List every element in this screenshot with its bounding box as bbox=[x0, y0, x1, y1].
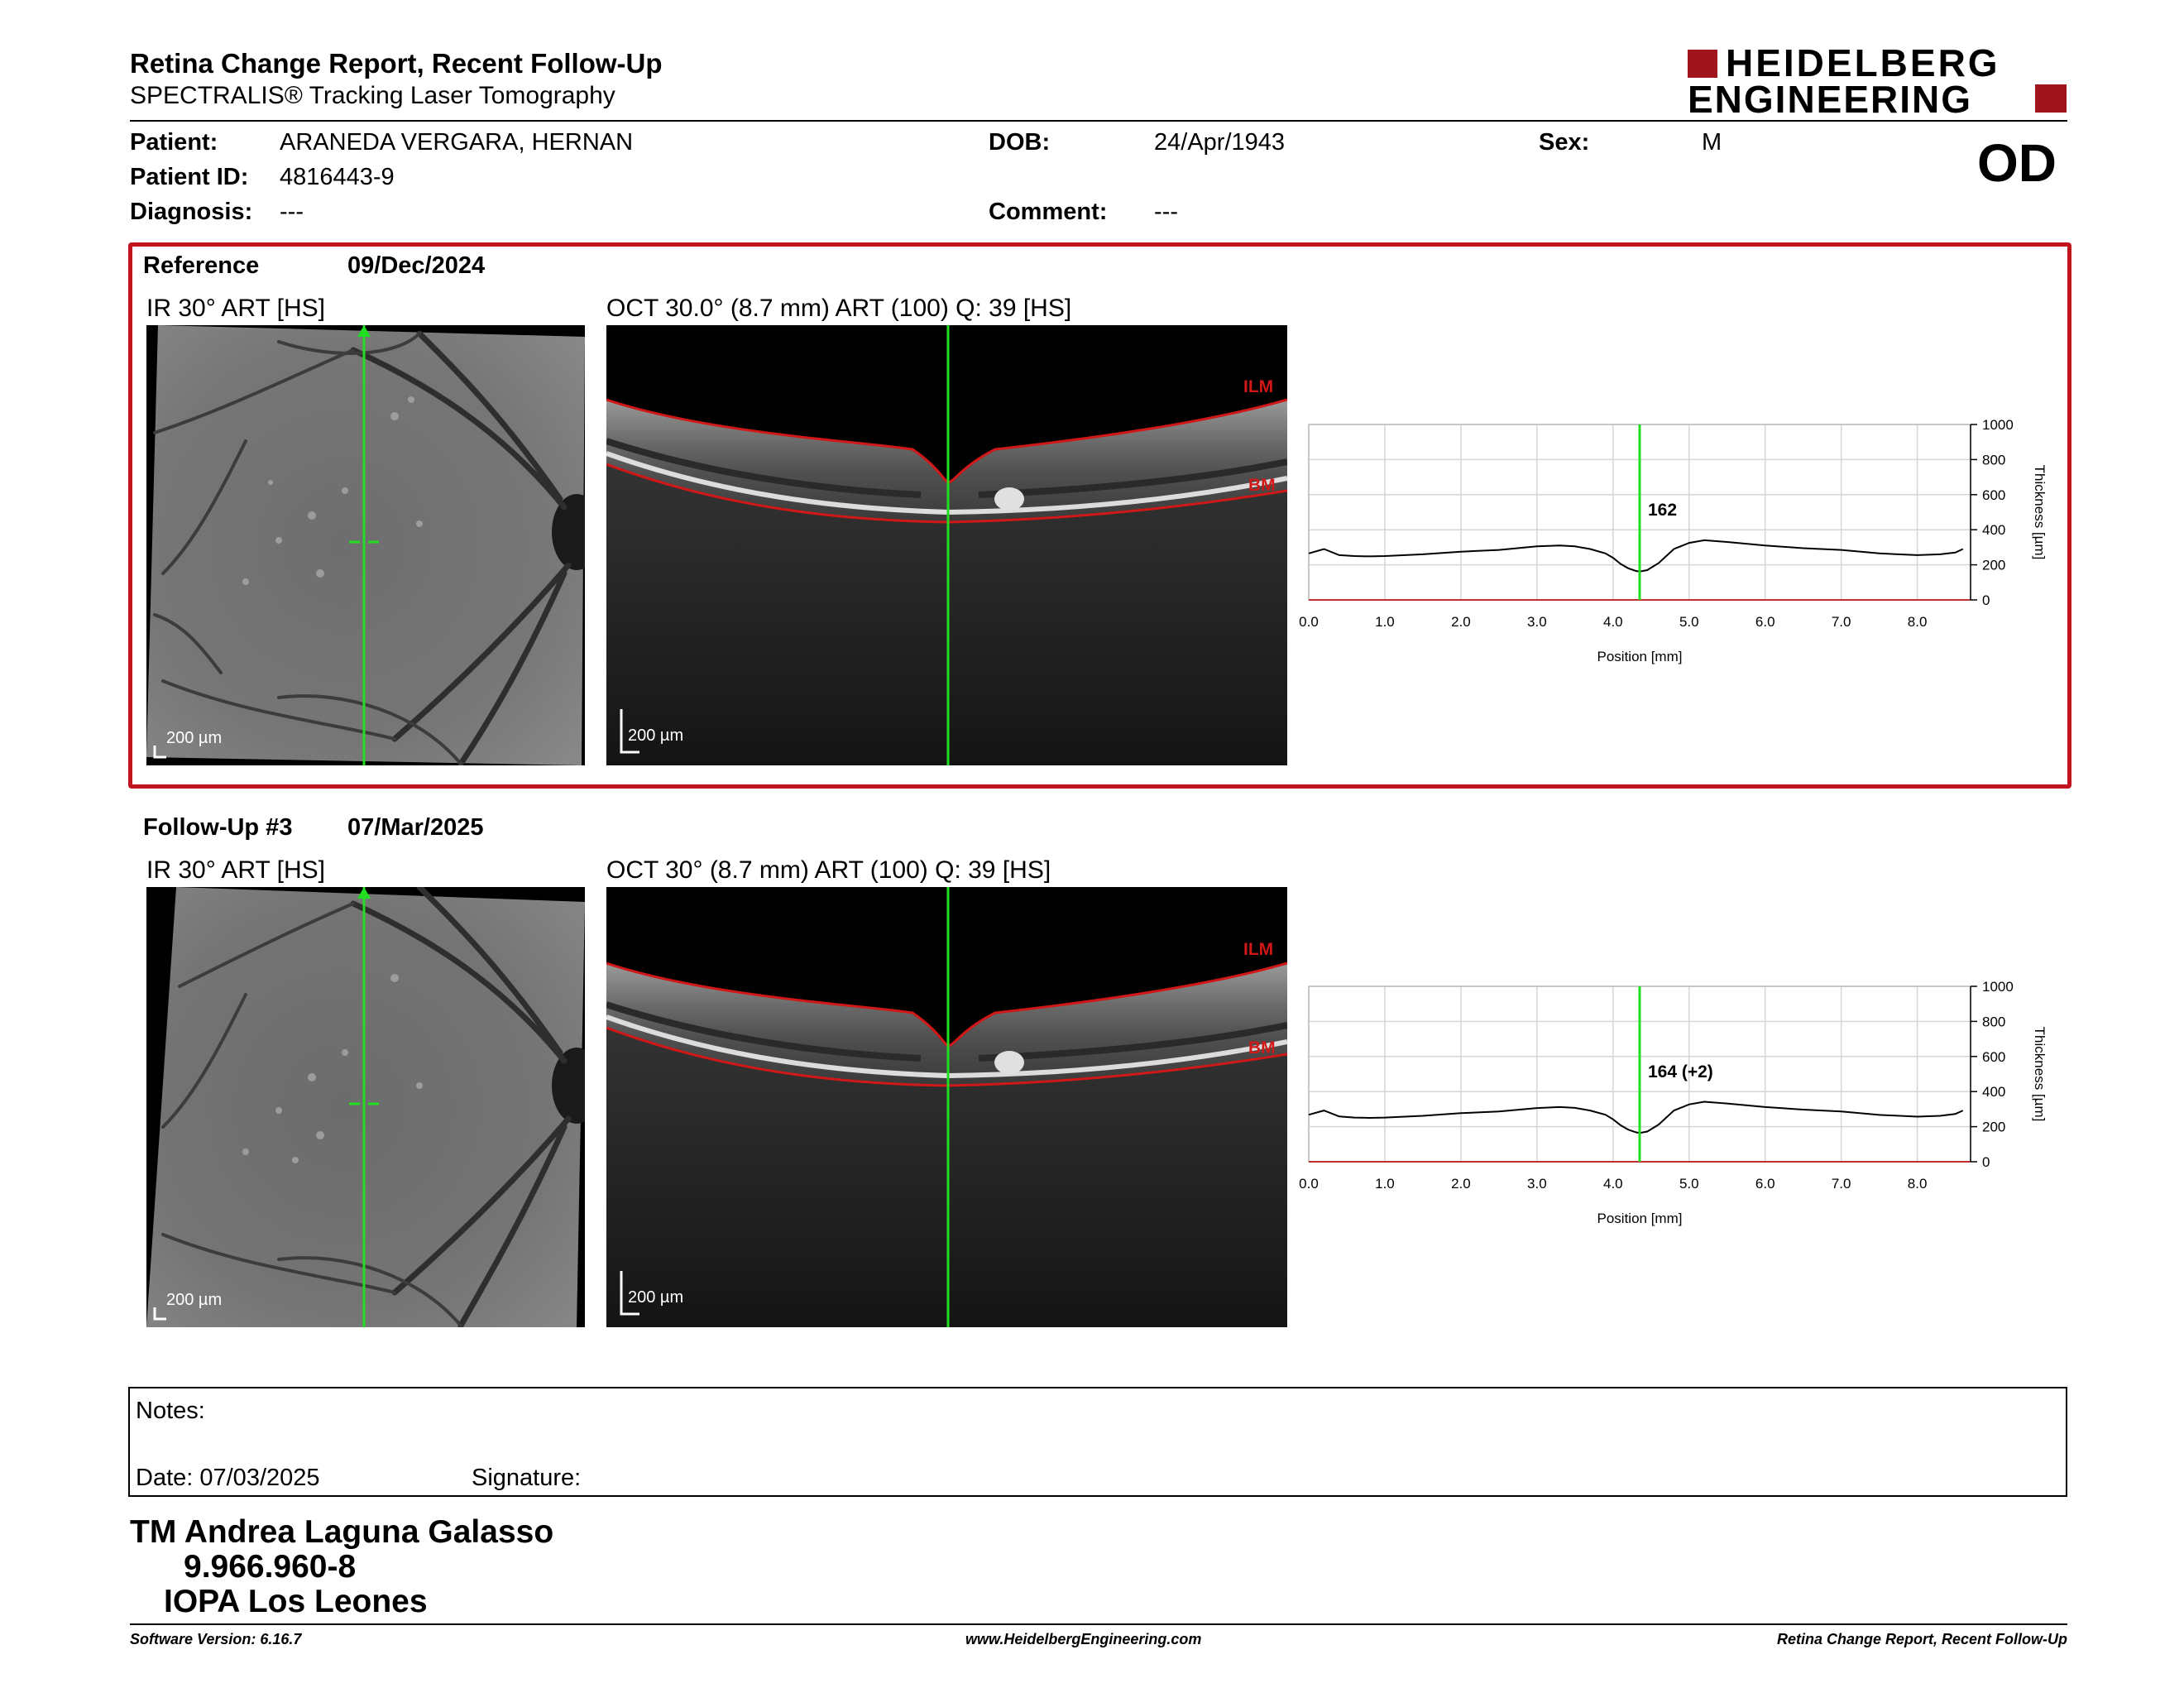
y-tick-label: 0 bbox=[1982, 1154, 1990, 1170]
reference-date: 09/Dec/2024 bbox=[347, 252, 486, 279]
followup-ir-scale: 200 µm bbox=[166, 1291, 223, 1309]
diagnosis-value: --- bbox=[280, 199, 304, 225]
followup-oct-image[interactable]: ILM BM 200 µm bbox=[606, 887, 1287, 1327]
followup-ir-image[interactable]: 200 µm bbox=[146, 887, 585, 1327]
reference-ir-scale: 200 µm bbox=[166, 729, 223, 747]
followup-bm-label: BM bbox=[1248, 1038, 1276, 1057]
x-tick-label: 4.0 bbox=[1603, 1176, 1623, 1192]
dob-value: 24/Apr/1943 bbox=[1154, 129, 1286, 156]
followup-date: 07/Mar/2025 bbox=[347, 814, 484, 841]
x-tick-label: 5.0 bbox=[1679, 614, 1699, 630]
y-tick-label: 600 bbox=[1982, 1049, 2005, 1065]
marker-value-label: 164 (+2) bbox=[1648, 1062, 1713, 1081]
x-tick-label: 1.0 bbox=[1375, 1176, 1395, 1192]
y-tick-label: 400 bbox=[1982, 1084, 2005, 1100]
x-tick-label: 2.0 bbox=[1451, 614, 1471, 630]
thickness-series-line bbox=[1308, 1101, 1964, 1134]
signer-name: TM Andrea Laguna Galasso bbox=[130, 1514, 554, 1550]
signer-institution: IOPA Los Leones bbox=[164, 1584, 428, 1619]
x-tick-label: 8.0 bbox=[1908, 614, 1928, 630]
y-tick-label: 400 bbox=[1982, 522, 2005, 538]
x-tick-label: 3.0 bbox=[1527, 1176, 1547, 1192]
reference-frame bbox=[128, 242, 2071, 789]
dob-label: DOB: bbox=[989, 129, 1051, 156]
y-tick-label: 200 bbox=[1982, 558, 2005, 573]
eye-label: OD bbox=[1977, 133, 2057, 193]
x-tick-label: 6.0 bbox=[1755, 614, 1775, 630]
diagnosis-label: Diagnosis: bbox=[130, 199, 253, 225]
patient-id-label: Patient ID: bbox=[130, 164, 249, 190]
signature-label: Signature: bbox=[472, 1465, 582, 1491]
y-axis-label: Thickness [µm] bbox=[2032, 465, 2048, 560]
signer-id: 9.966.960-8 bbox=[184, 1549, 357, 1585]
header-divider bbox=[130, 120, 2067, 122]
reference-ir-image[interactable]: 200 µm bbox=[146, 325, 585, 765]
footer-divider bbox=[130, 1623, 2067, 1625]
x-tick-label: 5.0 bbox=[1679, 1176, 1699, 1192]
reference-thickness-chart: 0 200 400 600 800 1000 0.0 1.0 2.0 3.0 4.0 5.0 6.0 7.… bbox=[1299, 417, 2048, 664]
reference-ir-title: IR 30° ART [HS] bbox=[146, 295, 325, 322]
followup-ilm-label: ILM bbox=[1243, 940, 1274, 959]
followup-oct-title: OCT 30° (8.7 mm) ART (100) Q: 39 [HS] bbox=[606, 856, 1051, 884]
report-subtitle: SPECTRALIS® Tracking Laser Tomography bbox=[130, 82, 615, 109]
y-tick-label: 1000 bbox=[1982, 979, 2014, 995]
x-tick-label: 1.0 bbox=[1375, 614, 1395, 630]
marker-value-label: 162 bbox=[1648, 501, 1677, 520]
x-tick-label: 2.0 bbox=[1451, 1176, 1471, 1192]
heidelberg-logo: HEIDELBERG ENGINEERING bbox=[1688, 43, 2068, 119]
followup-oct-scale: 200 µm bbox=[628, 1288, 684, 1307]
x-tick-label: 4.0 bbox=[1603, 614, 1623, 630]
software-version: Software Version: 6.16.7 bbox=[130, 1631, 302, 1647]
comment-label: Comment: bbox=[989, 199, 1108, 225]
footer-report-name: Retina Change Report, Recent Follow-Up bbox=[1776, 1631, 2067, 1647]
x-axis-label: Position [mm] bbox=[1597, 649, 1683, 664]
x-tick-label: 7.0 bbox=[1832, 614, 1851, 630]
x-tick-label: 0.0 bbox=[1299, 614, 1319, 630]
x-tick-label: 0.0 bbox=[1299, 1176, 1319, 1192]
y-tick-label: 0 bbox=[1982, 592, 1990, 608]
notes-label: Notes: bbox=[136, 1398, 205, 1424]
website-link[interactable]: www.HeidelbergEngineering.com bbox=[965, 1631, 1202, 1647]
patient-id: 4816443-9 bbox=[280, 164, 395, 190]
sex-label: Sex: bbox=[1539, 129, 1590, 156]
thickness-series-line bbox=[1308, 539, 1964, 573]
y-tick-label: 1000 bbox=[1982, 417, 2014, 433]
x-tick-label: 8.0 bbox=[1908, 1176, 1928, 1192]
y-axis-label: Thickness [µm] bbox=[2032, 1027, 2048, 1122]
x-tick-label: 6.0 bbox=[1755, 1176, 1775, 1192]
reference-ilm-label: ILM bbox=[1243, 377, 1274, 396]
reference-label: Reference bbox=[143, 252, 260, 279]
followup-label: Follow-Up #3 bbox=[143, 814, 293, 841]
y-tick-label: 800 bbox=[1982, 452, 2005, 468]
y-tick-label: 200 bbox=[1982, 1120, 2005, 1135]
notes-date: Date: 07/03/2025 bbox=[136, 1465, 320, 1491]
x-tick-label: 7.0 bbox=[1832, 1176, 1851, 1192]
report-title: Retina Change Report, Recent Follow-Up bbox=[130, 48, 663, 79]
sex-value: M bbox=[1702, 129, 1722, 156]
reference-oct-scale: 200 µm bbox=[628, 727, 684, 745]
followup-ir-title: IR 30° ART [HS] bbox=[146, 856, 325, 884]
patient-label: Patient: bbox=[130, 129, 218, 156]
reference-bm-label: BM bbox=[1248, 476, 1276, 495]
comment-value: --- bbox=[1154, 199, 1178, 225]
reference-oct-title: OCT 30.0° (8.7 mm) ART (100) Q: 39 [HS] bbox=[606, 295, 1072, 322]
y-tick-label: 800 bbox=[1982, 1014, 2005, 1029]
notes-box[interactable] bbox=[128, 1387, 2067, 1497]
reference-oct-image[interactable]: ILM BM 200 µm bbox=[606, 325, 1287, 765]
y-tick-label: 600 bbox=[1982, 487, 2005, 503]
patient-name: ARANEDA VERGARA, HERNAN bbox=[280, 129, 634, 156]
x-axis-label: Position [mm] bbox=[1597, 1211, 1683, 1226]
followup-thickness-chart: 0 200 400 600 800 1000 0.0 1.0 2.0 3.0 4.0 5.0 6.0 7.… bbox=[1299, 979, 2048, 1226]
x-tick-label: 3.0 bbox=[1527, 614, 1547, 630]
